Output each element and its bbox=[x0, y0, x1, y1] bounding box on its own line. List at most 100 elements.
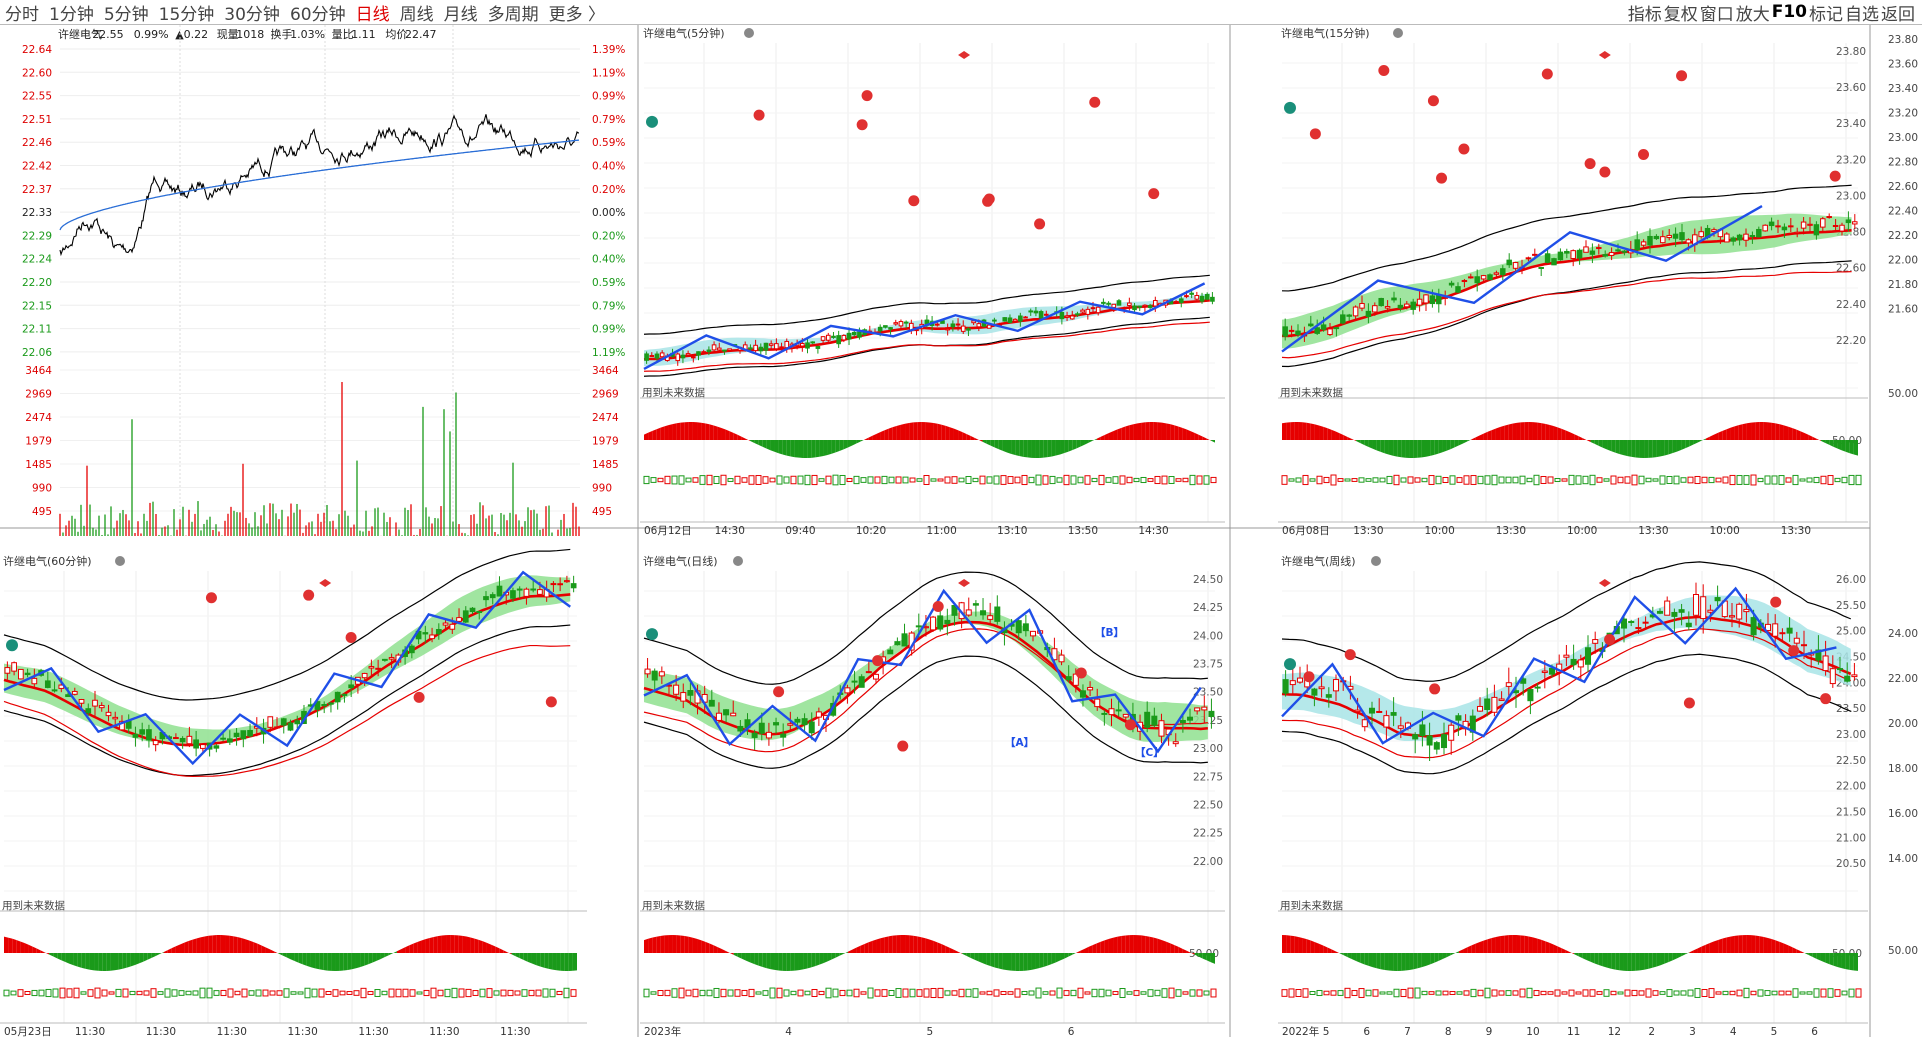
mini-bar bbox=[1014, 476, 1021, 484]
osc-area bbox=[527, 953, 532, 964]
osc-area bbox=[1783, 425, 1789, 440]
osc-area bbox=[770, 953, 775, 970]
osc-area bbox=[1648, 440, 1653, 458]
period-tab-8[interactable]: 月线 bbox=[443, 4, 478, 25]
candle bbox=[1023, 316, 1028, 319]
candle bbox=[937, 615, 944, 630]
period-tab-2[interactable]: 5分钟 bbox=[103, 4, 149, 25]
candle bbox=[1448, 724, 1455, 741]
osc-area bbox=[1113, 429, 1118, 440]
panel-p5-xlabel: 10:20 bbox=[856, 525, 886, 537]
panel-p5-xlabel: 14:30 bbox=[1138, 525, 1168, 537]
vol-tick-r: 1485 bbox=[592, 459, 619, 471]
toolbar-btn-2[interactable]: 窗口 bbox=[1699, 4, 1734, 25]
mini-bar bbox=[1372, 989, 1379, 997]
mini-bar bbox=[1617, 991, 1624, 995]
osc-area bbox=[1141, 422, 1146, 440]
pct-tick: 1.19% bbox=[592, 347, 625, 359]
osc-area bbox=[355, 953, 361, 969]
mini-bar bbox=[1659, 991, 1666, 995]
candle bbox=[992, 319, 997, 322]
sell-marker-icon bbox=[1429, 683, 1441, 695]
period-tab-5[interactable]: 60分钟 bbox=[289, 4, 346, 25]
osc-area bbox=[1027, 440, 1032, 458]
mini-bar bbox=[1848, 474, 1855, 486]
osc-area bbox=[556, 953, 561, 971]
osc-area bbox=[282, 953, 287, 958]
mini-bar bbox=[1400, 477, 1407, 483]
toolbar-btn-7[interactable]: 返回 bbox=[1881, 4, 1915, 25]
mini-bar bbox=[720, 988, 727, 998]
mini-bar bbox=[1666, 989, 1673, 997]
candle bbox=[753, 344, 758, 352]
mini-bar bbox=[1519, 988, 1526, 998]
mini-bar bbox=[1498, 990, 1505, 996]
mini-bar bbox=[762, 476, 769, 484]
osc-area bbox=[725, 429, 730, 440]
period-tab-3[interactable]: 15分钟 bbox=[158, 4, 215, 25]
panel-p5-upper-envelope bbox=[643, 274, 1210, 335]
osc-area bbox=[1746, 935, 1752, 953]
osc-area bbox=[1611, 440, 1616, 453]
osc-area bbox=[159, 952, 164, 955]
candle bbox=[435, 629, 442, 635]
mini-bar bbox=[1547, 991, 1554, 995]
mini-bar bbox=[1813, 988, 1820, 998]
candle bbox=[1308, 323, 1314, 327]
sell-marker-icon bbox=[303, 589, 315, 601]
period-tab-0[interactable]: 分时 bbox=[5, 4, 39, 25]
mini-bar bbox=[1351, 990, 1358, 996]
toolbar-btn-4[interactable]: F10 bbox=[1771, 2, 1807, 22]
osc-area bbox=[1397, 440, 1402, 458]
osc-area bbox=[1446, 953, 1451, 958]
panel-p60-settings-icon bbox=[115, 556, 125, 566]
toolbar-btn-5[interactable]: 标记 bbox=[1809, 4, 1843, 25]
period-tab-4[interactable]: 30分钟 bbox=[224, 4, 280, 25]
candle bbox=[1736, 603, 1743, 620]
mini-bar bbox=[783, 989, 790, 997]
osc-area bbox=[892, 935, 897, 953]
osc-area bbox=[1685, 440, 1690, 449]
osc-area bbox=[1578, 435, 1583, 440]
toolbar-btn-6[interactable]: 自选 bbox=[1845, 4, 1879, 25]
candle bbox=[469, 607, 476, 613]
osc-area bbox=[1598, 440, 1603, 448]
panel-pday-ytick: 23.00 bbox=[1193, 743, 1223, 755]
osc-area bbox=[982, 953, 987, 965]
osc-area bbox=[1607, 953, 1612, 969]
period-tab-9[interactable]: 多周期 bbox=[487, 4, 539, 25]
osc-area bbox=[1775, 423, 1780, 440]
osc-area bbox=[1475, 942, 1480, 953]
period-tab-7[interactable]: 周线 bbox=[399, 4, 434, 25]
osc-area bbox=[860, 944, 865, 953]
osc-area bbox=[220, 935, 226, 953]
candle bbox=[1664, 600, 1671, 616]
osc-area bbox=[1076, 440, 1081, 449]
candle bbox=[706, 349, 712, 353]
osc-area bbox=[835, 440, 840, 453]
mini-bar bbox=[570, 989, 577, 997]
osc-area bbox=[766, 953, 771, 970]
candle bbox=[442, 622, 449, 626]
mini-bar bbox=[1855, 474, 1862, 486]
period-tab-6[interactable]: 日线 bbox=[355, 4, 390, 25]
osc-area bbox=[1035, 953, 1040, 970]
pct-tick: 0.00% bbox=[592, 207, 625, 219]
mini-bar bbox=[853, 988, 860, 998]
toolbar-btn-1[interactable]: 复权 bbox=[1663, 4, 1698, 25]
osc-area bbox=[864, 942, 869, 953]
toolbar-btn-0[interactable]: 指标 bbox=[1627, 4, 1662, 25]
candle bbox=[727, 348, 732, 351]
sell-marker-icon bbox=[856, 119, 868, 131]
period-tab-1[interactable]: 1分钟 bbox=[49, 4, 94, 25]
toolbar-btn-3[interactable]: 放大 bbox=[1735, 4, 1770, 25]
period-tab-10[interactable]: 更多 〉 bbox=[548, 4, 605, 25]
candle bbox=[1743, 608, 1750, 613]
osc-area bbox=[437, 935, 442, 953]
osc-area bbox=[274, 951, 279, 954]
osc-area bbox=[1561, 428, 1566, 440]
osc-area bbox=[1471, 437, 1476, 440]
sell-marker-icon bbox=[1034, 218, 1046, 230]
osc-area bbox=[680, 422, 685, 440]
osc-area bbox=[1076, 950, 1081, 953]
